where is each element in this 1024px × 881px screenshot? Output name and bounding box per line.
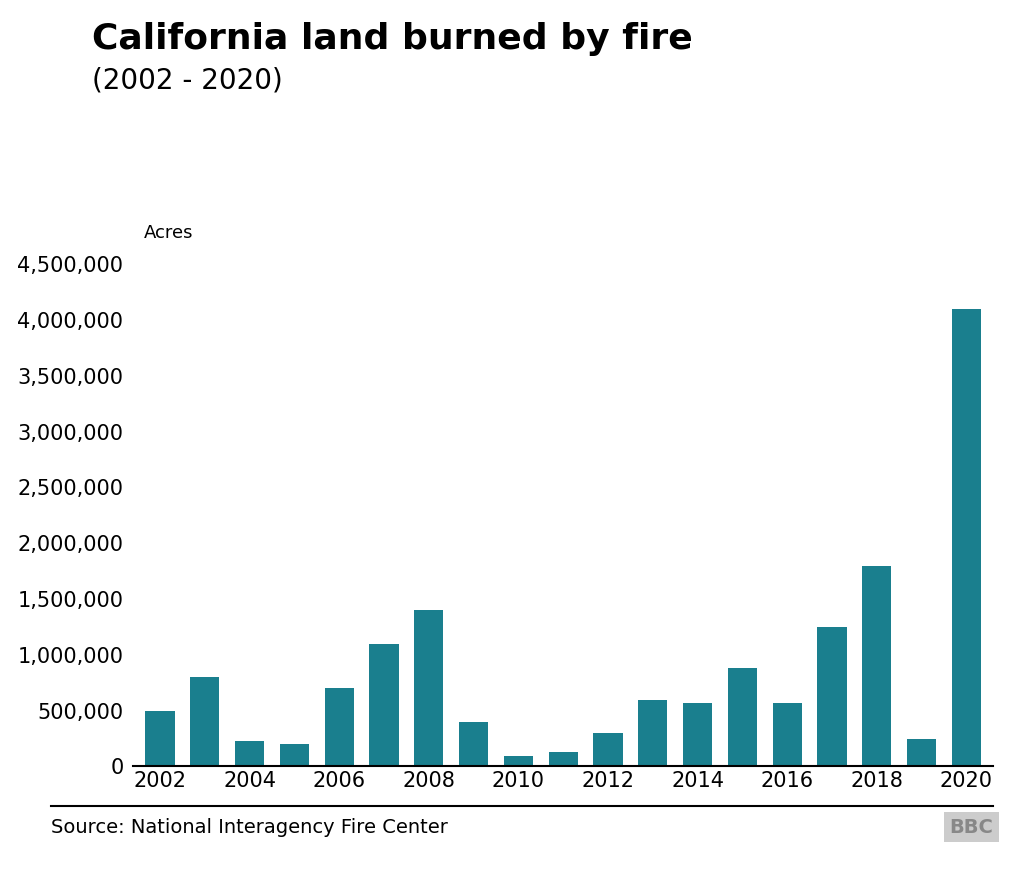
Bar	[504, 757, 532, 766]
Bar	[190, 677, 219, 766]
Bar	[236, 741, 264, 766]
Text: Acres: Acres	[143, 225, 193, 242]
Bar	[280, 744, 309, 766]
Text: (2002 - 2020): (2002 - 2020)	[92, 66, 283, 94]
Text: Source: National Interagency Fire Center: Source: National Interagency Fire Center	[51, 818, 449, 837]
Bar	[952, 309, 981, 766]
Bar	[594, 733, 623, 766]
Bar	[370, 644, 398, 766]
Bar	[638, 700, 668, 766]
Bar	[325, 688, 353, 766]
Bar	[459, 722, 488, 766]
Bar	[415, 611, 443, 766]
Text: BBC: BBC	[949, 818, 993, 837]
Bar	[817, 627, 847, 766]
Bar	[549, 752, 578, 766]
Text: California land burned by fire: California land burned by fire	[92, 22, 693, 56]
Bar	[728, 669, 757, 766]
Bar	[683, 703, 712, 766]
Bar	[907, 738, 936, 766]
Bar	[773, 703, 802, 766]
Bar	[145, 711, 174, 766]
Bar	[862, 566, 891, 766]
